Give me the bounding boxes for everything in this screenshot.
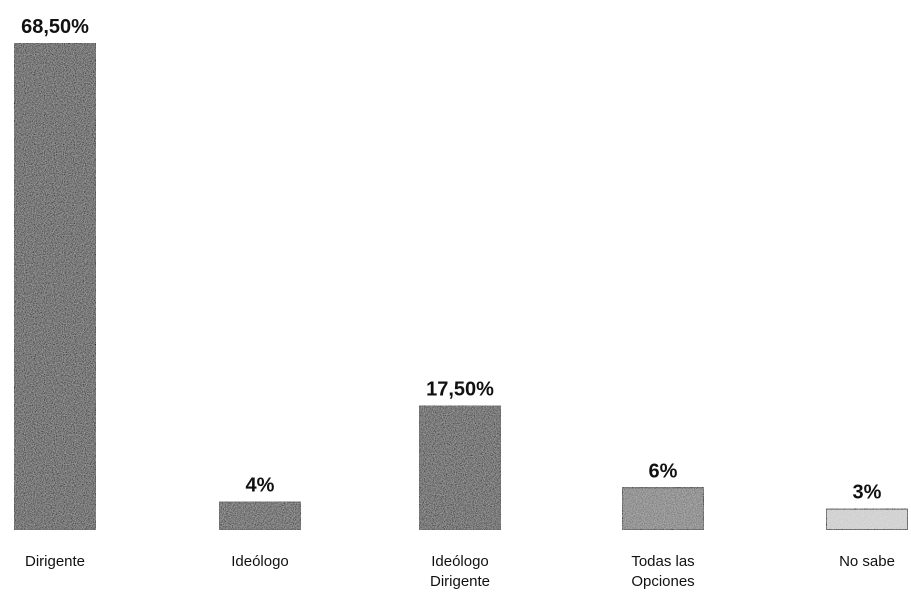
category-label: No sabe bbox=[839, 553, 895, 570]
bar bbox=[13, 42, 97, 531]
bar-group: 3% No sabe bbox=[825, 482, 909, 570]
bar bbox=[825, 507, 909, 532]
value-label: 68,50% bbox=[21, 16, 89, 38]
bar-group: 4% Ideólogo bbox=[218, 475, 302, 570]
value-label: 6% bbox=[649, 460, 678, 482]
bar-group: 17,50% Ideólogo Dirigente bbox=[418, 379, 502, 590]
value-label: 17,50% bbox=[426, 379, 494, 401]
bar bbox=[418, 404, 502, 532]
category-label: Ideólogo Dirigente bbox=[430, 553, 490, 590]
bar-group: 6% Todas las Opciones bbox=[621, 460, 705, 590]
category-label: Dirigente bbox=[25, 553, 85, 570]
value-label: 4% bbox=[246, 475, 275, 497]
category-label: Todas las Opciones bbox=[631, 553, 694, 590]
bar bbox=[218, 500, 302, 531]
category-label: Ideólogo bbox=[231, 553, 289, 570]
bar-group: 68,50% Dirigente bbox=[13, 16, 97, 570]
bar bbox=[621, 486, 705, 532]
value-label: 3% bbox=[853, 482, 882, 504]
